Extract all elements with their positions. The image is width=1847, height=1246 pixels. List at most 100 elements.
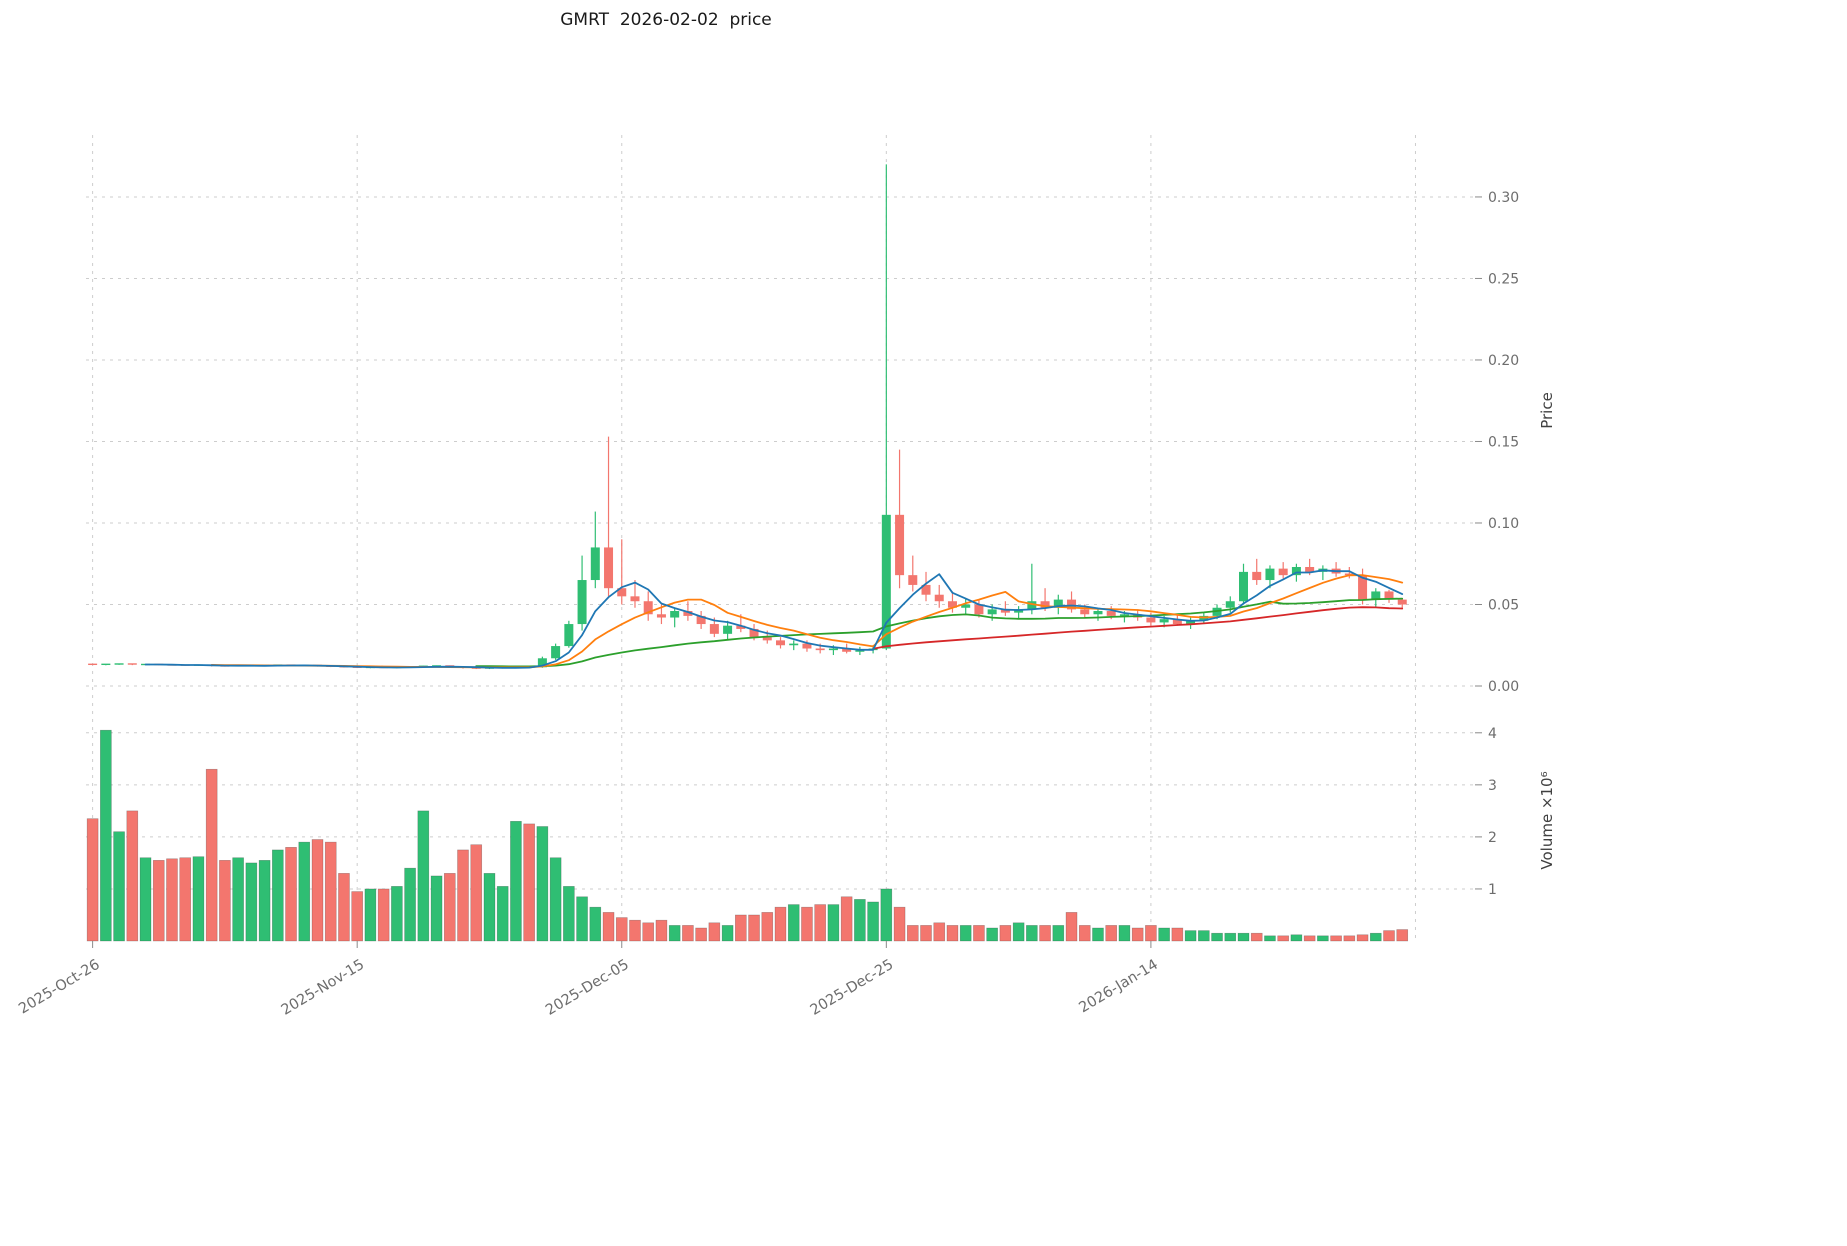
volume-bar (496, 886, 509, 942)
volume-bar (1264, 935, 1276, 942)
volume-bar (179, 857, 192, 942)
volume-bar (536, 826, 549, 942)
candle-body (987, 609, 997, 615)
volume-bar (1105, 925, 1118, 942)
candle-body (895, 514, 905, 576)
candle-body (643, 601, 653, 615)
candle-body (709, 624, 719, 634)
candle-body (127, 663, 137, 665)
volume-bar (523, 823, 535, 942)
volume-bar (1290, 934, 1303, 942)
candle-body (1159, 619, 1169, 623)
volume-bar (1396, 929, 1409, 942)
candle-body (1384, 591, 1394, 600)
candle-body (1172, 619, 1182, 625)
candle-body (1053, 599, 1063, 608)
volume-bar (602, 912, 615, 942)
candle-body (1278, 568, 1288, 576)
candle-body (1040, 601, 1050, 608)
volume-tick-label: 2 (1488, 830, 1497, 846)
ma-line-30 (475, 597, 1404, 668)
volume-bar (324, 841, 337, 942)
candle-body (842, 648, 852, 652)
volume-bar (86, 818, 99, 942)
volume-bar (774, 906, 787, 942)
volume-bar (721, 925, 734, 942)
candle-body (577, 580, 587, 625)
volume-bar (1158, 927, 1170, 942)
volume-bar (549, 857, 562, 942)
candle-body (961, 604, 971, 608)
candle-body (736, 625, 746, 629)
candle-body (617, 588, 627, 597)
candle-body (1225, 601, 1235, 608)
volume-bar (364, 888, 377, 942)
candle-body (551, 646, 561, 659)
volume-bar (1145, 925, 1157, 942)
candle-body (604, 547, 614, 589)
volume-bar (1171, 927, 1184, 942)
volume-bar (615, 917, 628, 942)
candle-body (114, 663, 124, 665)
volume-bar (695, 927, 707, 942)
volume-bar (735, 914, 747, 942)
candle-body (537, 658, 547, 668)
volume-bar (1184, 930, 1197, 942)
date-tick-label: 2025-Dec-25 (808, 957, 897, 1019)
volume-bar (959, 925, 972, 942)
date-tick-label: 2026-Jan-14 (1076, 957, 1161, 1017)
volume-bar (219, 860, 231, 942)
volume-bar (391, 886, 403, 942)
candle-body (656, 614, 666, 618)
candle-body (590, 547, 600, 581)
volume-bar (205, 768, 218, 942)
candle-body (789, 643, 799, 646)
volume-bar (272, 849, 284, 942)
candle-body (630, 596, 640, 602)
volume-bar (1039, 925, 1051, 942)
price-tick-label: 0.20 (1488, 353, 1519, 369)
volume-tick-label: 3 (1488, 778, 1497, 794)
candle-body (1146, 617, 1156, 623)
price-axis-label: Price (1538, 392, 1556, 429)
volume-bar (801, 906, 813, 942)
volume-bar (1330, 935, 1342, 942)
candle-body (762, 637, 772, 641)
volume-bar (668, 925, 681, 942)
candle-body (947, 601, 957, 608)
candle-body (908, 575, 918, 585)
candle-body (1119, 614, 1129, 616)
volume-bar (100, 729, 112, 942)
volume-bar (1012, 922, 1025, 942)
volume-bar (510, 820, 522, 942)
volume-bar (1250, 932, 1263, 942)
candle-body (1027, 601, 1037, 610)
candle-body (1239, 571, 1248, 602)
volume-bar (1026, 925, 1038, 942)
candle-body (88, 663, 98, 666)
candle-body (696, 615, 706, 625)
candle-body (1014, 609, 1024, 613)
volume-bar (1211, 932, 1223, 942)
volume-bar (629, 919, 641, 942)
candle-body (101, 663, 111, 666)
volume-bar (166, 858, 178, 942)
volume-bar (708, 922, 721, 942)
volume-bar (1065, 912, 1078, 942)
price-tick-label: 0.05 (1488, 597, 1519, 613)
volume-bar (1198, 930, 1210, 942)
candle-body (1397, 599, 1407, 605)
candle-body (1252, 571, 1262, 581)
volume-bar (483, 873, 496, 942)
volume-axis-label: Volume ×10⁶ (1538, 771, 1556, 869)
volume-bar (999, 925, 1012, 942)
candle-body (1000, 609, 1010, 613)
volume-bar (973, 925, 985, 942)
volume-bar (946, 925, 959, 942)
price-tick-label: 0.25 (1488, 271, 1519, 287)
price-tick-label: 0.00 (1488, 679, 1519, 695)
volume-bar (457, 849, 469, 942)
volume-bar (840, 896, 853, 942)
volume-bar (1356, 934, 1369, 942)
